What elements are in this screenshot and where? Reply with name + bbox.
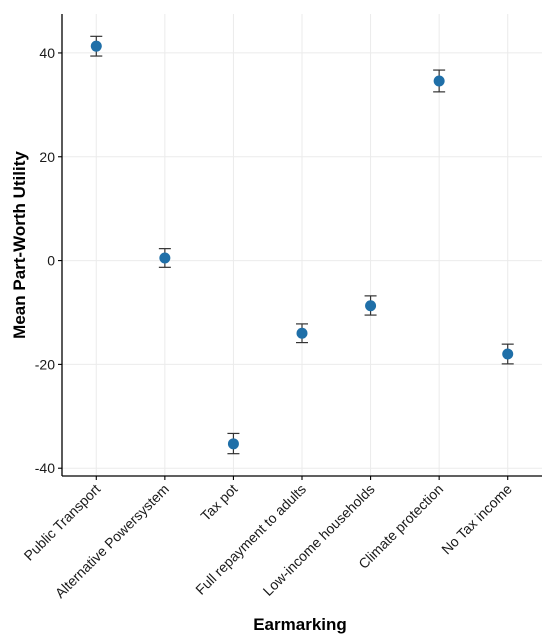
data-point [433, 75, 445, 87]
x-tick-label: Alternative Powersystem [52, 481, 172, 601]
y-axis-title: Mean Part-Worth Utility [10, 151, 29, 339]
x-tick-label: No Tax income [438, 481, 515, 558]
data-point [365, 300, 377, 312]
y-tick-label: 40 [39, 45, 55, 61]
x-tick-label: Full repayment to adults [192, 481, 309, 598]
data-point [296, 327, 308, 339]
y-tick-label: -20 [35, 356, 55, 372]
data-point [159, 252, 171, 264]
data-point [502, 348, 514, 360]
y-tick-label: 0 [47, 253, 55, 269]
data-point [227, 438, 239, 450]
y-tick-label: 20 [39, 149, 55, 165]
y-tick-label: -40 [35, 460, 55, 476]
grid [62, 14, 542, 476]
x-tick-label: Tax pot [197, 481, 240, 524]
x-tick-label: Low-income households [260, 481, 378, 599]
data-point [90, 40, 102, 52]
x-axis-title: Earmarking [253, 615, 347, 634]
data-marks [90, 35, 514, 455]
axes [58, 14, 542, 480]
